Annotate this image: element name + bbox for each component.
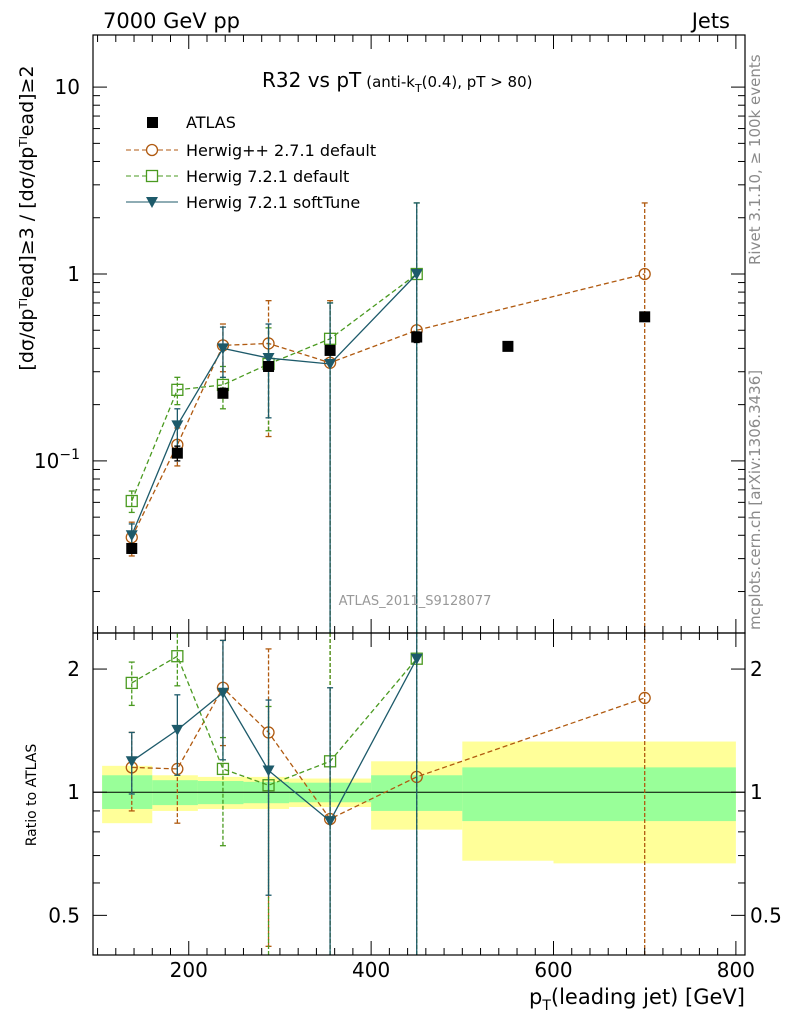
main-y-tick-label: 1 xyxy=(67,262,80,286)
main-point xyxy=(411,331,423,343)
main-panel-marks xyxy=(125,202,651,633)
x-axis-label-p: p xyxy=(529,985,542,1009)
main-atlas xyxy=(126,311,651,555)
mcplots-label: mcplots.cern.ch [arXiv:1306.3436] xyxy=(746,370,764,630)
x-tick-label: 200 xyxy=(170,958,208,982)
legend-label-atlas: ATLAS xyxy=(186,113,236,132)
chart-title: R32 vs pT (anti-kT(0.4), pT > 80) xyxy=(262,68,533,95)
legend-marker-herwigpp xyxy=(145,143,159,157)
legend: ATLAS Herwig++ 2.7.1 default Herwig 7.2.… xyxy=(126,113,376,212)
ratio-y-tick-label-left: 2 xyxy=(67,657,80,681)
chart-title-sub: (anti-k xyxy=(366,73,415,91)
main-point xyxy=(126,542,138,554)
ratio-point xyxy=(216,687,229,699)
main-point xyxy=(324,344,336,356)
ratio-y-tick-label-right: 0.5 xyxy=(750,903,782,927)
ratio-ylabel: Ratio to ATLAS xyxy=(24,744,40,847)
main-line xyxy=(131,273,418,502)
x-tick-label: 600 xyxy=(534,958,572,982)
legend-label-herwig7-softtune: Herwig 7.2.1 softTune xyxy=(186,193,360,212)
analysis-id: ATLAS_2011_S9128077 xyxy=(339,594,492,609)
main-line xyxy=(131,273,645,538)
main-point xyxy=(171,383,184,396)
main-point xyxy=(502,340,514,352)
main-point xyxy=(262,353,275,365)
main-point xyxy=(171,420,184,432)
legend-label-herwigpp: Herwig++ 2.7.1 default xyxy=(186,141,376,160)
ratio-y-tick-label-left: 1 xyxy=(67,780,80,804)
main-herwig-7-2-1-default xyxy=(125,202,423,633)
main-herwig-7-2-1-softtune xyxy=(125,202,423,633)
main-point xyxy=(638,267,651,281)
main-point xyxy=(216,343,229,355)
main-point xyxy=(410,268,423,280)
x-axis-label-rest: (leading jet) [GeV] xyxy=(551,985,745,1009)
ratio-point xyxy=(324,816,337,828)
ratio-point xyxy=(262,765,275,777)
ratio-point xyxy=(125,756,138,768)
main-y-tick-label: 10 xyxy=(55,75,80,99)
header-left: 7000 GeV pp xyxy=(103,9,240,33)
chart-title-main: R32 vs pT xyxy=(262,68,362,92)
x-tick-label: 400 xyxy=(352,958,390,982)
main-point xyxy=(125,494,138,508)
chart-title-sub-t: T xyxy=(414,82,422,95)
ratio-panel-marks xyxy=(125,633,651,955)
ratio-band-inner-6 xyxy=(462,767,554,822)
ratio-herwig-7-2-1-softtune xyxy=(125,633,423,955)
ratio-point xyxy=(171,724,184,736)
main-y-tick-label: 10−1 xyxy=(34,447,80,473)
ratio-line xyxy=(131,655,418,786)
x-axis-label: pT(leading jet) [GeV] xyxy=(529,985,745,1014)
ratio-line xyxy=(131,658,418,823)
ratio-y-tick-label-right: 1 xyxy=(750,780,763,804)
ratio-point xyxy=(171,650,184,663)
header-right: Jets xyxy=(690,9,730,33)
legend-marker-herwig7-default xyxy=(145,169,159,183)
main-point xyxy=(171,447,183,459)
legend-marker-atlas xyxy=(147,117,158,128)
main-point xyxy=(639,311,651,323)
ratio-point xyxy=(125,676,138,690)
ratio-y-tick-label-left: 0.5 xyxy=(48,903,80,927)
ratio-y-tick-label-right: 2 xyxy=(750,657,763,681)
ratio-point xyxy=(410,653,423,665)
main-point xyxy=(125,530,138,542)
ratio-panel-frame xyxy=(92,632,746,956)
main-point xyxy=(324,358,337,370)
x-tick-label: 800 xyxy=(717,958,755,982)
main-point xyxy=(263,360,275,372)
ratio-uncertainty-bands xyxy=(102,741,736,864)
main-herwig-2-7-1-default xyxy=(125,202,651,633)
chart-title-sub-rest: (0.4), pT > 80) xyxy=(422,73,533,91)
x-axis-label-t: T xyxy=(541,998,551,1014)
main-point xyxy=(217,387,229,399)
legend-marker-herwig7-softtune xyxy=(146,197,158,208)
ratio-point xyxy=(638,691,651,705)
main-ylabel: [dσ/dpᵀˡead]≥3 / [dσ/dpᵀˡead]≥2 xyxy=(16,65,38,370)
rivet-label: Rivet 3.1.10, ≥ 100k events xyxy=(746,54,764,265)
ratio-band-inner-7 xyxy=(553,767,736,822)
legend-label-herwig7-default: Herwig 7.2.1 default xyxy=(186,167,349,186)
main-line xyxy=(131,273,418,536)
ratio-point xyxy=(216,762,230,776)
